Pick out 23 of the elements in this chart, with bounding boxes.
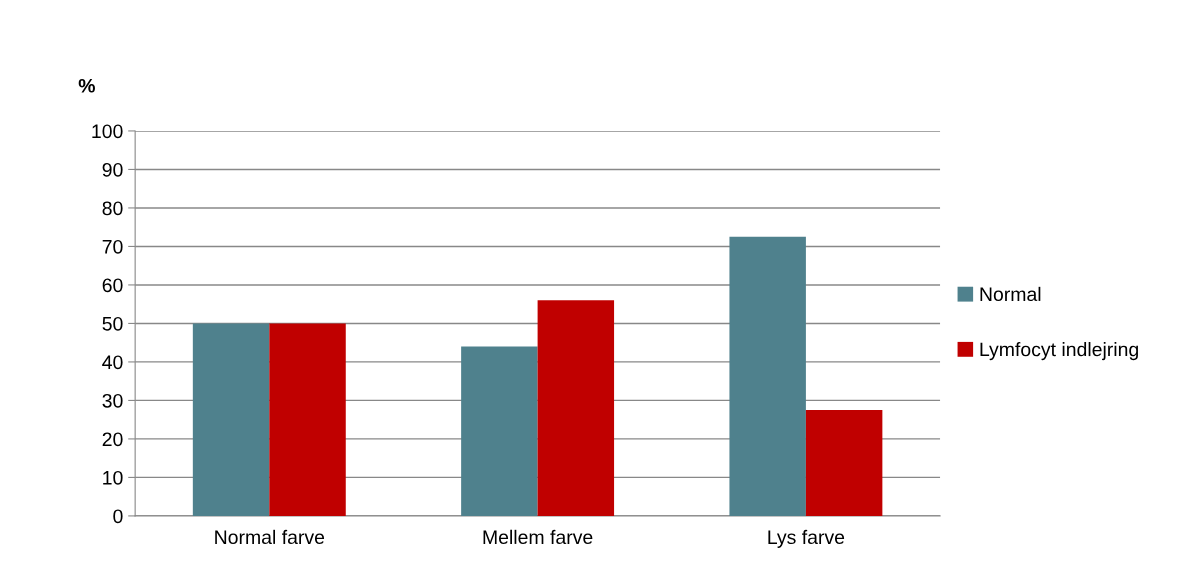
bar [461, 346, 538, 516]
legend-label: Lymfocyt indlejring [980, 342, 1138, 361]
y-tick-label: 60 [102, 278, 123, 293]
y-axis-title: % [78, 78, 95, 93]
y-tick-label: 70 [102, 239, 123, 254]
bar [192, 323, 270, 516]
y-tick-label: 20 [102, 432, 123, 447]
x-tick-label: Lys farve [768, 529, 845, 548]
y-tick-label: 10 [103, 470, 123, 485]
legend-label: Normal [980, 286, 1041, 302]
y-tick-label: 0 [113, 509, 123, 524]
bar [729, 236, 806, 516]
bar [269, 323, 346, 516]
y-tick-label: 80 [102, 201, 123, 216]
y-tick-label: 30 [102, 393, 123, 408]
y-tick-label: 90 [102, 162, 123, 177]
y-tick-label: 50 [102, 316, 123, 331]
bar [537, 300, 615, 516]
y-tick-label: 40 [102, 355, 123, 370]
x-tick-label: Normal farve [215, 529, 325, 545]
y-tick-label: 100 [92, 124, 123, 139]
x-tick-label: Mellem farve [483, 529, 593, 545]
bar [805, 410, 883, 516]
